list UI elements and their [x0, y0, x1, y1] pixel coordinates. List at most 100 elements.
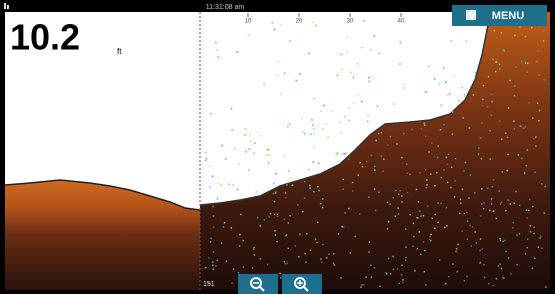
sonar-speck [441, 177, 443, 179]
sonar-speck [240, 214, 242, 216]
sonar-speck [507, 137, 509, 139]
sonar-speck [434, 78, 436, 80]
sonar-speck [208, 257, 210, 259]
sonar-speck [454, 196, 456, 198]
sonar-speck [438, 145, 440, 147]
sonar-speck [437, 157, 439, 159]
sonar-speck [348, 108, 350, 110]
sonar-speck [350, 72, 352, 74]
sonar-speck [312, 21, 314, 23]
sonar-speck [212, 265, 214, 267]
sonar-speck [268, 216, 270, 218]
sonar-speck [368, 196, 370, 198]
sonar-speck [285, 235, 287, 237]
sonar-speck [405, 257, 407, 259]
sonar-speck [488, 283, 490, 285]
sonar-speck [276, 241, 278, 243]
sonar-speck [527, 72, 529, 74]
sonar-speck [481, 158, 483, 160]
sonar-speck [461, 87, 463, 89]
sonar-speck [403, 133, 405, 135]
sonar-speck [249, 134, 251, 136]
sonar-speck [363, 284, 365, 286]
sonar-speck [447, 94, 449, 96]
sonar-speck [239, 234, 241, 236]
sonar-speck [440, 129, 442, 131]
sonar-speck [341, 69, 343, 71]
sonar-speck [275, 192, 277, 194]
sonar-speck [212, 206, 214, 208]
sonar-speck [213, 251, 215, 253]
sonar-speck [478, 153, 480, 155]
sonar-speck [540, 235, 542, 237]
sonar-speck [439, 84, 441, 86]
sonar-speck [413, 223, 415, 225]
sonar-speck [532, 117, 534, 119]
sonar-speck [467, 238, 469, 240]
sonar-speck [491, 203, 493, 205]
zoom-in-button[interactable] [282, 274, 322, 294]
sonar-speck [353, 77, 355, 79]
sonar-speck [510, 203, 512, 205]
sonar-speck [437, 222, 439, 224]
sonar-speck [503, 241, 505, 243]
sonar-speck [527, 63, 529, 65]
sonar-speck [217, 198, 219, 200]
sonar-speck [226, 261, 228, 263]
sonar-speck [260, 225, 262, 227]
sonar-speck [332, 110, 334, 112]
sonar-speck [419, 231, 421, 233]
sonar-speck [213, 268, 215, 270]
sonar-speck [256, 191, 258, 193]
sonar-speck [466, 41, 468, 43]
sonar-speck [257, 217, 259, 219]
ruler-label: 40 [398, 19, 405, 25]
sonar-speck [277, 75, 279, 77]
sonar-speck [317, 186, 319, 188]
sonar-speck [414, 270, 416, 272]
sonar-speck [359, 213, 361, 215]
sonar-speck [274, 230, 276, 232]
sonar-speck [269, 149, 271, 151]
sonar-speck [238, 164, 240, 166]
sonar-speck [306, 233, 308, 235]
sonar-speck [458, 100, 460, 102]
sonar-speck [537, 103, 539, 105]
zoom-out-button[interactable] [238, 274, 278, 294]
sonar-speck [526, 217, 528, 219]
sonar-speck [541, 183, 543, 185]
menu-label[interactable]: MENU [492, 10, 524, 22]
sonar-speck [510, 273, 512, 275]
sonar-speck [492, 59, 494, 61]
sonar-speck [455, 158, 457, 160]
sonar-speck [426, 184, 428, 186]
ruler-label: 30 [347, 19, 354, 25]
sonar-speck [436, 172, 438, 174]
sonar-speck [483, 202, 485, 204]
sonar-speck [464, 280, 466, 282]
sonar-speck [443, 124, 445, 126]
sonar-speck [505, 251, 507, 253]
sonar-speck [493, 179, 495, 181]
sonar-speck [525, 253, 527, 255]
sonar-speck [345, 153, 347, 155]
sonar-speck [395, 215, 397, 217]
sonar-speck [418, 201, 420, 203]
sonar-speck [390, 203, 392, 205]
sonar-speck [206, 158, 208, 160]
sonar-speck [488, 76, 490, 78]
sonar-speck [519, 27, 521, 29]
sonar-speck [429, 239, 431, 241]
sonar-speck [446, 157, 448, 159]
sonar-speck [501, 268, 503, 270]
sonar-speck [451, 167, 453, 169]
sonar-speck [515, 191, 517, 193]
sonar-speck [470, 174, 472, 176]
sonar-speck [225, 158, 227, 160]
sonar-speck [405, 228, 407, 230]
sonar-speck [337, 75, 339, 77]
sonar-speck [423, 215, 425, 217]
sonar-speck [326, 123, 328, 125]
sonar-speck [462, 189, 464, 191]
sonar-speck [483, 264, 485, 266]
